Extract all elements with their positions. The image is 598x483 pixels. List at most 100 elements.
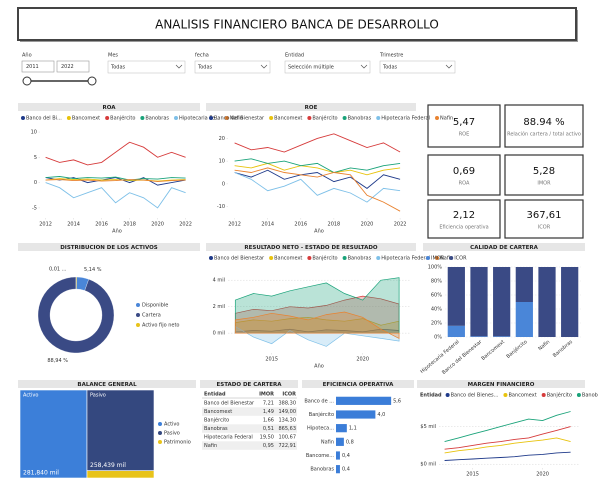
panel-title: ROE (305, 105, 318, 111)
bar-segment (493, 336, 511, 337)
panel-title-bar (302, 380, 414, 388)
table-cell: Nafin (204, 443, 217, 449)
legend-swatch (158, 422, 162, 426)
area (234, 311, 400, 339)
treemap-cell (19, 389, 88, 479)
panel-title: CALIDAD DE CARTERA (470, 245, 538, 251)
data-label: 0,8 (346, 439, 354, 445)
x-tick-label: 2020 (361, 222, 374, 228)
bar-segment (470, 336, 488, 337)
data-label: 5,6 (393, 398, 401, 404)
x-tick-label: 2015 (466, 472, 479, 478)
table-header: Entidad (204, 392, 226, 398)
dropdown[interactable] (194, 60, 271, 74)
slider-handle[interactable] (22, 76, 32, 86)
slider-handle[interactable] (87, 76, 97, 86)
x-tick-label: Banjército (505, 338, 529, 360)
dropdown[interactable] (379, 60, 456, 74)
table-cell: 1,49 (263, 409, 274, 415)
treemap-cell (86, 470, 155, 479)
data-label: 0,4 (342, 467, 350, 473)
data-label: 5,14 % (84, 267, 102, 273)
data-label: 258,439 mil (90, 462, 126, 469)
filter-label: Entidad (285, 53, 304, 59)
legend-swatch (158, 431, 162, 435)
x-tick-label: 2022 (394, 222, 407, 228)
dropdown-value: Todas (382, 65, 398, 71)
x-tick-label: Banobras (552, 339, 574, 359)
kpi-card (504, 104, 584, 148)
table-cell: 0,51 (263, 426, 274, 432)
y-tick-label: 0 (222, 181, 225, 187)
bar-segment (493, 267, 511, 337)
kpi-label: IMOR (537, 181, 551, 187)
dropdown-chevron (175, 64, 183, 69)
year-value: 2022 (61, 64, 74, 70)
y-tick-label: 80% (431, 279, 442, 285)
cell-label: Activo (23, 393, 38, 399)
line (45, 141, 186, 166)
legend-label: Bancomext (274, 256, 302, 262)
kpi-value: 5,47 (453, 117, 475, 128)
y-tick-label: 60% (431, 293, 442, 299)
line (234, 167, 401, 212)
panel-title: ESTADO DE CARTERA (217, 382, 283, 388)
x-axis-title: Año (112, 229, 122, 235)
line (234, 158, 401, 173)
table-header: IMOR (259, 392, 274, 398)
y-tick-label: 5 (34, 155, 37, 161)
y-tick-label: 10 (219, 159, 225, 165)
legend-swatch (445, 393, 450, 397)
bar (336, 437, 344, 446)
panel-title-bar (18, 243, 200, 251)
legend-swatch (136, 323, 140, 327)
legend-swatch (136, 303, 140, 307)
year-box[interactable] (56, 60, 90, 73)
legend-title: Entidad (420, 393, 442, 399)
legend-swatch (376, 256, 381, 260)
line (234, 162, 401, 176)
x-tick-label: 2018 (328, 222, 341, 228)
filter-label: Mes (108, 53, 118, 59)
filter-label: fecha (195, 53, 209, 59)
table-cell: 388,30 (279, 401, 297, 407)
panel-title-bar (206, 103, 416, 111)
bar-segment (515, 302, 533, 337)
legend-label: Banobras (582, 393, 598, 399)
table-cell: Banco del Bienestar (204, 401, 255, 407)
kpi-value: 88.94 % (523, 117, 564, 128)
legend-label: Banobras (145, 116, 169, 122)
dropdown[interactable] (107, 60, 186, 74)
dropdown-chevron (260, 64, 268, 69)
table-cell: Hipotecaria Federal (204, 435, 253, 441)
legend-swatch (158, 440, 162, 444)
x-tick-label: Nafin (537, 339, 551, 352)
kpi-card (504, 199, 584, 239)
y-tick-label: Nafin (321, 439, 334, 445)
kpi-value: 2,12 (453, 210, 475, 221)
dropdown[interactable] (284, 60, 371, 74)
legend-label: Banco del Bi... (26, 116, 62, 122)
year-box[interactable] (21, 60, 55, 73)
x-tick-label: 2012 (39, 222, 52, 228)
legend-label: Hipotecaria Fe... (179, 116, 220, 122)
table-header: ICOR (282, 392, 296, 398)
legend-swatch (503, 393, 508, 397)
panel-title: DISTRIBUCION DE LOS ACTIVOS (60, 245, 158, 251)
x-tick-label: 2022 (179, 222, 192, 228)
legend-label: Banco del Bienestar (214, 116, 265, 122)
kpi-card (427, 104, 501, 148)
table-cell: Bancomext (204, 409, 232, 415)
legend-label: Nafin (440, 256, 453, 262)
legend-swatch (376, 116, 381, 120)
legend-label: Nafin (230, 116, 243, 122)
x-axis-title: Año (314, 364, 324, 370)
donut-slice (75, 276, 77, 290)
table-cell: 865,63 (279, 426, 297, 432)
data-label: 88,94 % (47, 358, 68, 364)
legend-label: Activo fijo neto (142, 323, 180, 329)
legend-swatch (426, 256, 430, 260)
kpi-card (427, 199, 501, 239)
legend-swatch (307, 116, 312, 120)
